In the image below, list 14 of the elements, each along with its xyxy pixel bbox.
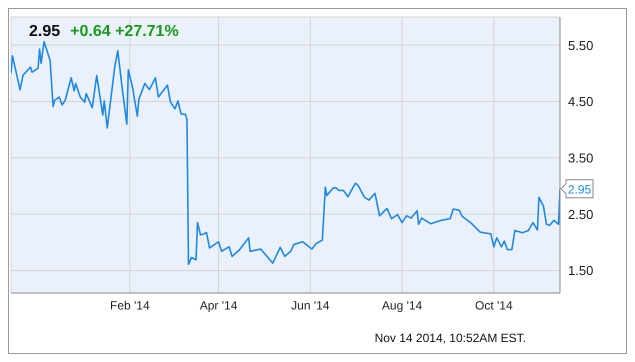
- chart-title: 2.95: [29, 23, 60, 40]
- x-tick-label: Oct '14: [475, 298, 513, 313]
- y-tick-label: 3.50: [568, 150, 594, 166]
- x-tick-label: Aug '14: [382, 298, 423, 313]
- y-tick-label: 2.50: [568, 206, 594, 222]
- chart-subtitle: +0.64 +27.71%: [70, 23, 179, 40]
- x-tick-label: Feb '14: [110, 298, 150, 313]
- y-tick-label: 5.50: [568, 38, 594, 53]
- annotation: 2.95: [568, 182, 592, 196]
- y-tick-label: 1.50: [568, 263, 594, 278]
- x-tick-label: Jun '14: [291, 298, 330, 313]
- x-tick-label: Apr '14: [200, 298, 238, 313]
- y-tick-label: 4.50: [568, 94, 594, 110]
- text: Nov 14 2014, 10:52AM EST.: [374, 331, 526, 345]
